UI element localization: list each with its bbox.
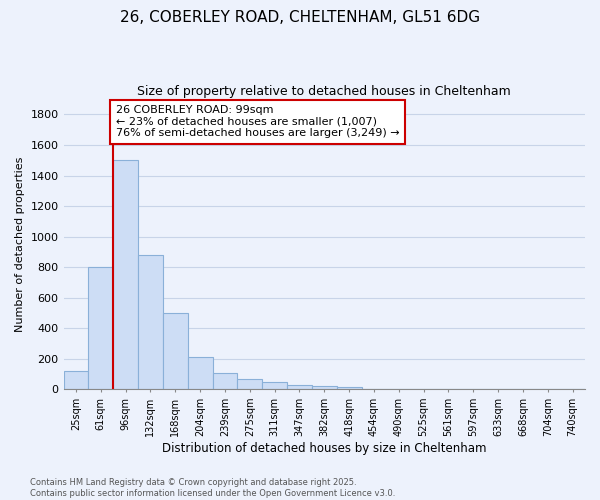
Bar (163, 313, 188, 390)
Bar (287, 385, 312, 390)
Y-axis label: Number of detached properties: Number of detached properties (15, 156, 25, 332)
Bar (138, 255, 163, 390)
Bar (113, 160, 138, 390)
Text: Contains HM Land Registry data © Crown copyright and database right 2025.
Contai: Contains HM Land Registry data © Crown c… (30, 478, 395, 498)
Bar (212, 374, 238, 390)
Title: Size of property relative to detached houses in Cheltenham: Size of property relative to detached ho… (137, 85, 511, 98)
Bar (337, 387, 362, 390)
X-axis label: Distribution of detached houses by size in Cheltenham: Distribution of detached houses by size … (162, 442, 487, 455)
Bar (312, 386, 337, 390)
Bar (64, 371, 88, 390)
Bar (88, 267, 113, 390)
Bar (362, 388, 386, 390)
Bar (188, 357, 212, 390)
Text: 26 COBERLEY ROAD: 99sqm
← 23% of detached houses are smaller (1,007)
76% of semi: 26 COBERLEY ROAD: 99sqm ← 23% of detache… (116, 106, 400, 138)
Text: 26, COBERLEY ROAD, CHELTENHAM, GL51 6DG: 26, COBERLEY ROAD, CHELTENHAM, GL51 6DG (120, 10, 480, 25)
Bar (262, 382, 287, 390)
Bar (238, 380, 262, 390)
